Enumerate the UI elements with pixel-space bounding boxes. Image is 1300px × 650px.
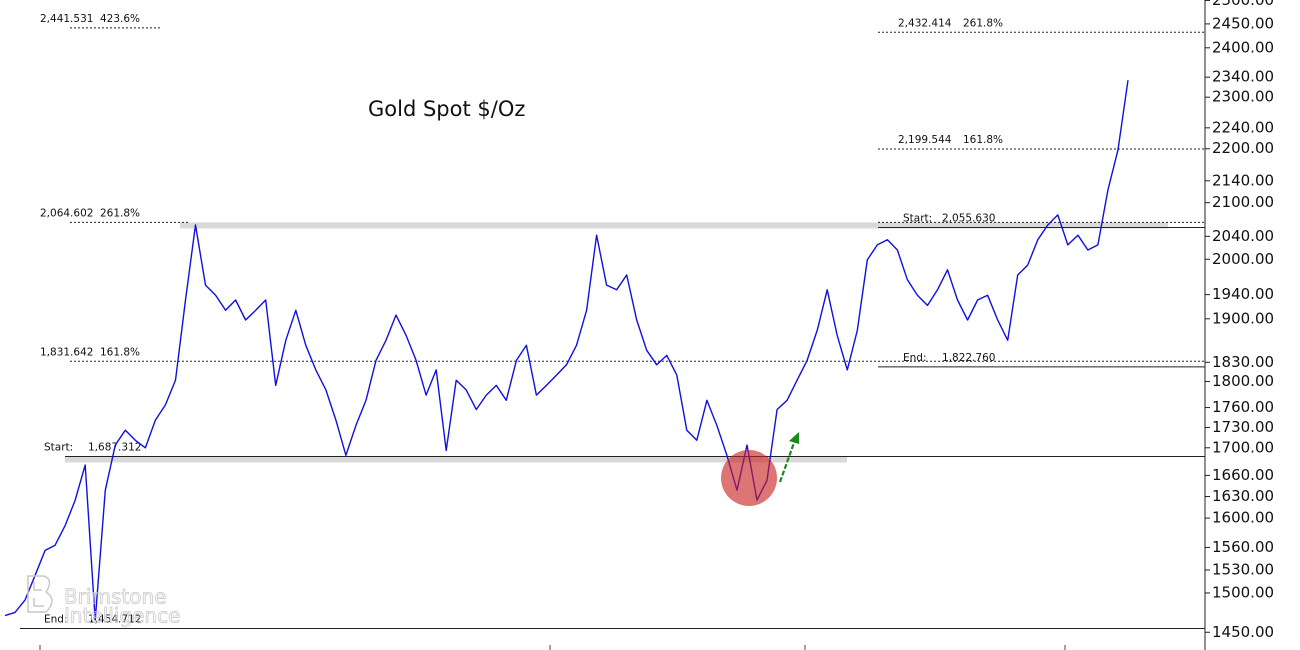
support-band	[65, 456, 847, 463]
y-tick-label: 1830.00	[1212, 353, 1274, 371]
watermark-text: Intelligence	[64, 604, 180, 628]
y-tick-label: 2400.00	[1212, 38, 1274, 56]
y-tick-label: 1630.00	[1212, 487, 1274, 505]
y-tick-label: 2000.00	[1212, 250, 1274, 268]
y-tick-label: 1530.00	[1212, 560, 1274, 578]
y-tick-label: 1500.00	[1212, 583, 1274, 601]
highlight-circle	[721, 450, 777, 506]
level-value: 2,441.531	[40, 13, 93, 25]
y-tick-label: 1660.00	[1212, 466, 1274, 484]
price-line	[4, 80, 1129, 621]
y-tick-label: 1560.00	[1212, 538, 1274, 556]
up-arrow	[778, 432, 799, 483]
x-ticks	[39, 645, 1066, 650]
level-ratio: 261.8%	[100, 207, 140, 219]
level-prefix: End:	[903, 352, 927, 364]
y-tick-label: 2040.00	[1212, 227, 1274, 245]
level-value: 2,432.414	[898, 17, 952, 29]
y-tick-label: 2140.00	[1212, 171, 1274, 189]
level-ratio: 161.8%	[963, 134, 1003, 146]
y-ticks: 2500.00 2450.00 2400.00 2340.00 2300.00 2240.…	[1205, 0, 1274, 641]
level-value: 1,454.712	[88, 614, 141, 626]
y-tick-label: 1450.00	[1212, 623, 1274, 641]
y-tick-label: 2450.00	[1212, 14, 1274, 32]
y-tick-label: 1800.00	[1212, 372, 1274, 390]
watermark-text: Brimstone	[64, 585, 166, 609]
y-tick-label: 2240.00	[1212, 118, 1274, 136]
bands	[65, 222, 1168, 463]
y-tick-label: 1730.00	[1212, 418, 1274, 436]
level-value: 2,055.630	[942, 212, 995, 224]
y-tick-label: 1900.00	[1212, 309, 1274, 327]
resistance-band	[180, 222, 1168, 229]
level-prefix: Start:	[903, 212, 932, 224]
level-prefix: End:	[44, 614, 68, 626]
y-tick-label: 1940.00	[1212, 285, 1274, 303]
level-prefix: Start:	[44, 441, 73, 453]
y-tick-label: 2300.00	[1212, 88, 1274, 106]
plot	[4, 80, 1129, 621]
y-tick-label: 2500.00	[1212, 0, 1274, 9]
level-value: 1,822.760	[942, 352, 995, 364]
y-tick-label: 2200.00	[1212, 139, 1274, 157]
level-ratio: 423.6%	[100, 13, 140, 25]
levels: 2,441.531 423.6% 2,064.602 261.8% 1,831.642 1…	[20, 13, 1205, 630]
y-tick-label: 1600.00	[1212, 509, 1274, 527]
y-tick-label: 1700.00	[1212, 438, 1274, 456]
level-ratio: 261.8%	[963, 17, 1003, 29]
y-tick-label: 2340.00	[1212, 68, 1274, 86]
y-tick-label: 2100.00	[1212, 193, 1274, 211]
level-ratio: 161.8%	[100, 346, 140, 358]
level-value: 2,064.602	[40, 207, 93, 219]
watermark: Brimstone Intelligence	[27, 575, 181, 628]
chart-title: Gold Spot $/Oz	[368, 97, 525, 121]
level-value: 1,831.642	[40, 346, 93, 358]
y-tick-label: 1760.00	[1212, 398, 1274, 416]
level-value: 2,199.544	[898, 134, 952, 146]
